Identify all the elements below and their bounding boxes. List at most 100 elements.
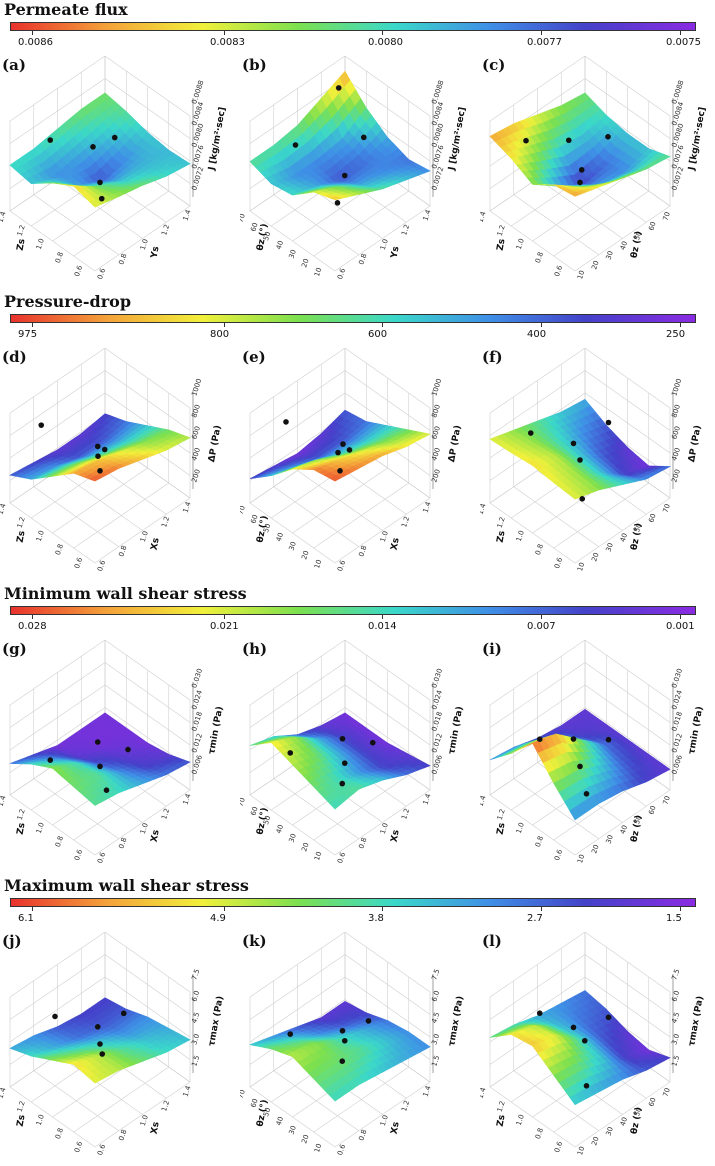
z-axis-label: τmax (Pa) [207, 995, 226, 1047]
design-point [347, 447, 353, 453]
z-tick-label: 200 [190, 468, 202, 483]
x-tick-label: 1.2 [496, 1100, 507, 1113]
design-point [104, 787, 110, 793]
design-point [577, 180, 583, 186]
surface-mesh [250, 1001, 430, 1101]
design-point [577, 764, 583, 770]
y-axis-label: θz (°) [630, 230, 645, 259]
x-tick-label: 0.6 [553, 264, 564, 278]
y-axis: 0.60.81.01.21.4Xs [336, 500, 433, 572]
z-tick-label: 0.030 [670, 668, 684, 690]
x-tick-label: 40 [275, 1116, 285, 1127]
x-tick-label: 70 [240, 505, 247, 516]
y-tick-label: 40 [619, 240, 629, 251]
panel-label: (c) [482, 56, 505, 74]
colorbar-tickmark [224, 31, 225, 35]
y-tick-label: 70 [662, 211, 672, 222]
y-axis-label: θz (°) [630, 1106, 645, 1135]
x-axis-label: Zs [16, 238, 28, 251]
colorbar-tick-label: 250 [666, 329, 685, 340]
x-axis: 1.41.21.00.80.6Zs [480, 210, 564, 278]
colorbar-tickmark [680, 323, 681, 327]
z-tick-label: 4.5 [670, 1011, 681, 1024]
y-tick-label: 10 [576, 853, 586, 864]
y-tick-label: 70 [662, 795, 672, 806]
colorbar-tick-label: 2.7 [527, 913, 543, 924]
design-point [125, 747, 131, 753]
design-point [95, 1024, 101, 1030]
design-point [95, 444, 101, 450]
x-tick-label: 0.8 [54, 835, 65, 848]
design-point [528, 430, 534, 436]
x-axis-label: Zs [16, 530, 28, 543]
y-tick-label: 60 [647, 513, 657, 524]
gridline [58, 471, 143, 531]
design-point [287, 750, 293, 756]
z-tick-label: 1.5 [430, 1054, 441, 1067]
colorbar-tick-label: 1.5 [666, 913, 682, 924]
z-tick-label: 0.030 [430, 668, 444, 690]
y-tick-label: 20 [590, 260, 600, 271]
z-tick-label: 400 [430, 447, 442, 462]
x-tick-label: 0.8 [534, 1127, 545, 1140]
z-tick-label: 200 [430, 468, 442, 483]
x-tick-label: 0.8 [54, 543, 65, 556]
design-point [99, 1051, 105, 1057]
colorbar-tick-label: 975 [18, 329, 37, 340]
design-point [90, 144, 96, 150]
x-tick-label: 1.2 [496, 516, 507, 529]
z-tick-label: 0.0072 [430, 166, 445, 192]
z-tick-label: 0.012 [430, 732, 444, 754]
x-axis-label: Zs [496, 1114, 508, 1127]
x-tick-label: 10 [313, 1143, 323, 1154]
panel-label: (h) [242, 640, 267, 658]
x-tick-label: 0.6 [73, 556, 84, 570]
x-tick-label: 1.0 [35, 822, 46, 835]
z-tick-label: 400 [670, 447, 682, 462]
z-tick-label: 3.0 [670, 1033, 681, 1046]
y-tick-label: 60 [647, 805, 657, 816]
gridline [298, 471, 383, 531]
z-tick-label: 3.0 [430, 1033, 441, 1046]
z-tick-label: 1000 [670, 378, 683, 397]
surface-mesh [250, 713, 430, 809]
colorbar-tick-label: 800 [210, 329, 229, 340]
colorbar [10, 314, 696, 323]
section-title: Permeate flux [4, 0, 128, 19]
z-tick-label: 0.006 [670, 753, 684, 775]
design-point [606, 420, 612, 426]
y-axis-label: Xs [390, 1121, 402, 1135]
z-tick-label: 4.5 [430, 1011, 441, 1024]
design-point [582, 1038, 588, 1044]
z-tick-label: 0.0072 [190, 166, 205, 192]
panel-label: (l) [482, 932, 502, 950]
colorbar-tickmark [382, 615, 383, 619]
z-tick-label: 6.0 [190, 990, 201, 1003]
section-title: Pressure-drop [4, 292, 131, 311]
design-point [97, 764, 103, 770]
panel-label: (j) [2, 932, 22, 950]
x-tick-label: 30 [288, 1125, 298, 1136]
x-tick-label: 20 [300, 1134, 310, 1145]
y-tick-label: 20 [590, 844, 600, 855]
design-point [605, 134, 611, 140]
z-tick-label: 800 [670, 404, 682, 419]
surface-mesh [10, 713, 190, 806]
colorbar-tick-label: 0.0075 [666, 37, 701, 48]
design-point [571, 736, 577, 742]
z-axis-label: τmin (Pa) [447, 706, 465, 755]
x-tick-label: 0.6 [73, 1140, 84, 1154]
z-axis-label: ΔP (Pa) [687, 424, 703, 463]
